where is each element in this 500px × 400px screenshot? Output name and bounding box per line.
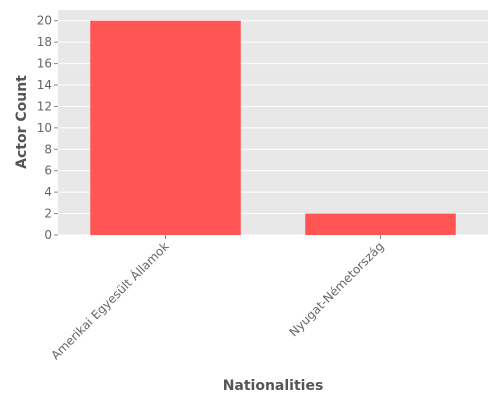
bar-0 — [90, 20, 241, 236]
x-axis-title: Nationalities — [223, 378, 324, 394]
y-tick-label: 14 — [37, 78, 52, 92]
y-tick-label: 6 — [44, 164, 52, 178]
y-tick-label: 2 — [44, 207, 52, 221]
y-axis-title: Actor Count — [14, 75, 30, 169]
y-tick-label: 8 — [44, 142, 52, 156]
y-tick-label: 16 — [37, 57, 52, 71]
y-tick-label: 10 — [37, 121, 52, 135]
y-tick-label: 12 — [37, 99, 52, 113]
y-tick-label: 0 — [44, 228, 52, 242]
x-tick-label: Amerikai Egyesült Államok — [48, 238, 172, 362]
x-ticks: Amerikai Egyesült Államok Nyugat-Németors… — [48, 235, 387, 363]
y-ticks: 0 2 4 6 8 10 12 14 16 18 20 — [37, 14, 58, 242]
y-tick-label: 20 — [37, 14, 52, 28]
y-tick-label: 18 — [37, 35, 52, 49]
y-tick-label: 4 — [44, 185, 52, 199]
bar-1 — [305, 213, 456, 235]
bars — [90, 20, 456, 236]
x-tick-label: Nyugat-Németország — [286, 239, 386, 339]
